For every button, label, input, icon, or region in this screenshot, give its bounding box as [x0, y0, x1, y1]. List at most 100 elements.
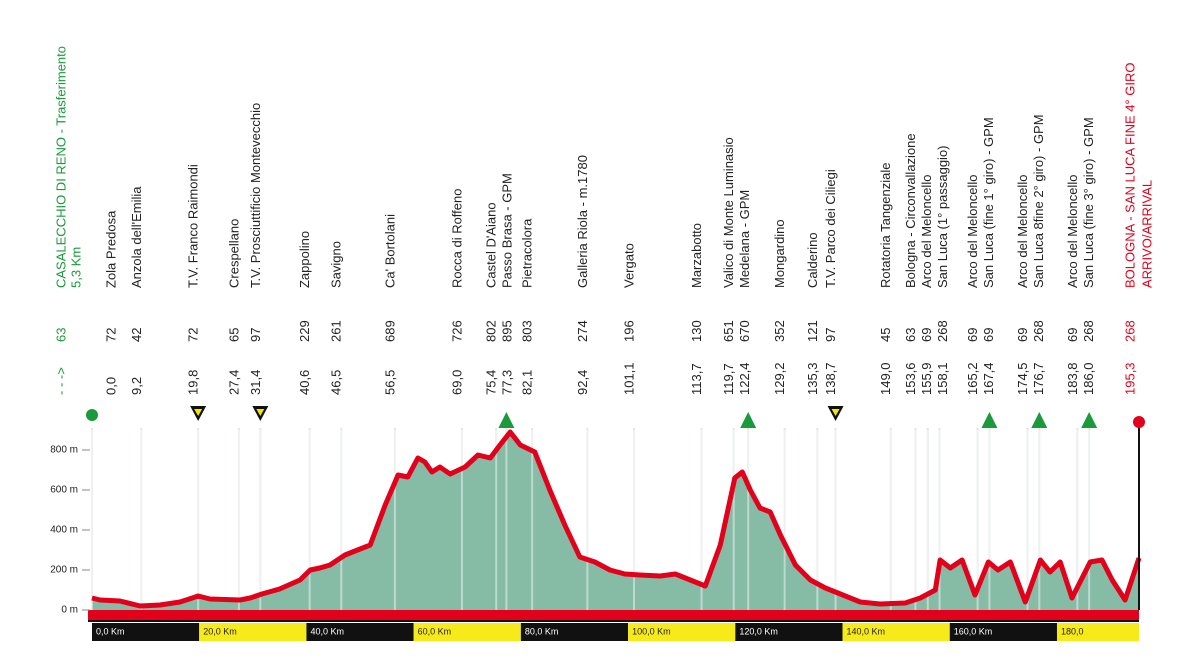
x-segment	[1056, 623, 1139, 641]
waypoint-name: San Luca 8fine 2° giro) - GPM	[1031, 114, 1046, 288]
waypoint-altitude: 895	[500, 320, 515, 342]
waypoint-name: Vergato	[621, 243, 636, 288]
waypoint-altitude: 130	[689, 320, 704, 342]
waypoint-altitude: 651	[721, 320, 736, 342]
waypoint-altitude: 45	[878, 328, 893, 342]
waypoint-name: Arco del Meloncello	[1065, 175, 1080, 288]
x-segment	[306, 623, 414, 641]
x-tick-label: 20,0 Km	[203, 626, 237, 636]
x-tick-label: 80,0 Km	[525, 626, 559, 636]
waypoint-name: Marzabotto	[689, 223, 704, 288]
waypoint-km: 149,0	[878, 362, 893, 395]
waypoint-name: T.V. Parco dei Ciliegi	[823, 169, 838, 288]
waypoint-name: Anzola dell'Emilia	[129, 186, 144, 288]
waypoint-km: 56,5	[382, 370, 397, 395]
waypoint-name: Savigno	[329, 241, 344, 288]
waypoint-altitude: 72	[103, 328, 118, 342]
waypoint-name: Rotatoria Tangenziale	[878, 162, 893, 288]
waypoint-km: 129,2	[772, 362, 787, 395]
gpm-marker	[740, 412, 757, 428]
waypoint-km: 0,0	[103, 377, 118, 395]
waypoint-km: 77,3	[500, 370, 515, 395]
waypoint-altitude: 268	[935, 320, 950, 342]
start-name: CASALECCHIO DI RENO - Trasferimento	[53, 46, 68, 288]
waypoint-name: Bologna - Circonvallazione	[903, 133, 918, 288]
waypoint-km: 82,1	[520, 370, 535, 395]
x-segment	[628, 623, 736, 641]
y-tick-label: 0 m	[61, 605, 78, 616]
start-altitude: 63	[53, 328, 68, 342]
waypoint-name: San Luca (1° passaggio)	[935, 145, 950, 288]
x-tick-label: 160,0 Km	[954, 626, 993, 636]
finish-name: ARRIVO/ARRIVAL	[1139, 180, 1154, 288]
x-tick-label: 100,0 Km	[632, 626, 671, 636]
x-segment	[735, 623, 843, 641]
waypoint-altitude: 69	[1065, 328, 1080, 342]
waypoint-altitude: 802	[484, 320, 499, 342]
x-segment	[842, 623, 950, 641]
gpm-marker	[981, 412, 998, 428]
waypoint-name: Calderino	[805, 232, 820, 288]
x-segment	[520, 623, 629, 641]
waypoint-altitude: 726	[449, 320, 464, 342]
waypoint-altitude: 268	[1031, 320, 1046, 342]
finish-marker	[1133, 416, 1145, 428]
waypoint-km: 40,6	[297, 370, 312, 395]
waypoint-km: 135,3	[805, 362, 820, 395]
waypoint-name: Crespellano	[226, 219, 241, 288]
waypoint-altitude: 69	[1015, 328, 1030, 342]
waypoint-altitude: 69	[981, 328, 996, 342]
waypoint-km: 46,5	[329, 370, 344, 395]
waypoint-altitude: 97	[248, 328, 263, 342]
x-segment	[413, 623, 521, 641]
waypoint-altitude: 65	[226, 328, 241, 342]
waypoint-km: 122,4	[737, 362, 752, 395]
y-tick-label: 400 m	[50, 525, 78, 536]
waypoint-altitude: 803	[520, 320, 535, 342]
waypoint-km: 31,4	[248, 370, 263, 395]
waypoint-altitude: 229	[297, 320, 312, 342]
profile-area	[92, 432, 1139, 610]
x-tick-label: 40,0 Km	[310, 626, 344, 636]
y-tick-label: 600 m	[50, 485, 78, 496]
waypoint-km: 101,1	[621, 362, 636, 395]
waypoint-name: Arco del Meloncello	[965, 175, 980, 288]
waypoint-km: 174,5	[1015, 362, 1030, 395]
x-segment	[949, 623, 1057, 641]
waypoint-km: 183,8	[1065, 362, 1080, 395]
waypoint-altitude: 121	[805, 320, 820, 342]
waypoint-name: Zola Predosa	[103, 210, 118, 288]
x-tick-label: 140,0 Km	[847, 626, 886, 636]
waypoint-altitude: 689	[382, 320, 397, 342]
x-segment	[92, 623, 200, 641]
waypoint-name: Pietracolora	[520, 218, 535, 288]
waypoint-km: 69,0	[449, 370, 464, 395]
profile-line	[91, 429, 1142, 609]
gpm-marker	[1031, 412, 1048, 428]
waypoint-km: 19,8	[186, 370, 201, 395]
gpm-marker	[498, 412, 515, 428]
waypoint-km: 9,2	[129, 377, 144, 395]
waypoint-name: San Luca (fine 1° giro) - GPM	[981, 117, 996, 288]
waypoint-altitude: 261	[329, 320, 344, 342]
waypoint-km: 75,4	[484, 370, 499, 395]
waypoint-altitude: 196	[621, 320, 636, 342]
sprint-marker-inner	[256, 409, 265, 416]
waypoint-km: 119,7	[721, 363, 736, 395]
waypoint-name: Castel D'Aiano	[484, 202, 499, 288]
x-tick-label: 0,0 Km	[96, 626, 125, 636]
waypoint-name: Arco del Meloncello	[919, 175, 934, 288]
waypoint-name: T.V. Franco Raimondi	[186, 164, 201, 288]
waypoint-altitude: 42	[129, 328, 144, 342]
x-tick-label: 180,0	[1061, 626, 1084, 636]
waypoint-km: 186,0	[1081, 362, 1096, 395]
waypoint-km: 92,4	[575, 370, 590, 395]
start-name: 5,3 Km	[68, 247, 83, 288]
start-km: - - ->	[53, 367, 68, 395]
waypoint-name: Rocca di Roffeno	[449, 189, 464, 289]
finish-name: BOLOGNA - SAN LUCA FINE 4° GIRO	[1122, 62, 1137, 288]
waypoint-altitude: 97	[823, 328, 838, 342]
waypoint-km: 113,7	[689, 363, 704, 395]
